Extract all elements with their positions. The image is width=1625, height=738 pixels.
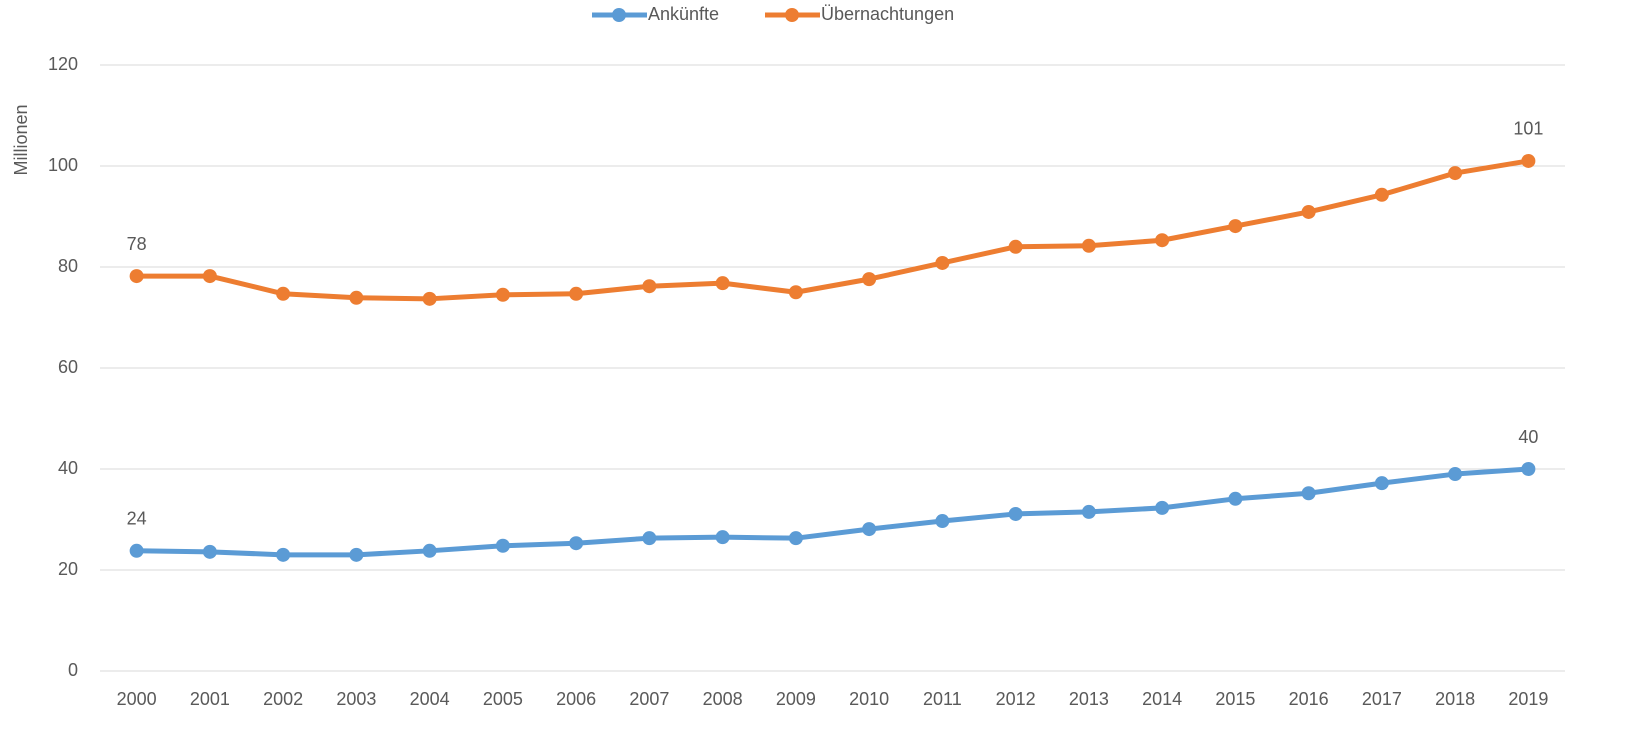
point — [715, 276, 730, 291]
point — [1081, 504, 1096, 519]
point — [1081, 238, 1096, 253]
point — [862, 272, 877, 287]
y-tick-label: 40 — [58, 458, 78, 478]
point — [1374, 187, 1389, 202]
x-tick-label: 2001 — [190, 689, 230, 709]
x-tick-label: 2019 — [1508, 689, 1548, 709]
x-tick-label: 2007 — [629, 689, 669, 709]
x-tick-label: 2013 — [1069, 689, 1109, 709]
y-axis-label: Millionen — [11, 104, 31, 175]
point — [129, 543, 144, 558]
point — [1301, 486, 1316, 501]
point — [1155, 233, 1170, 248]
x-tick-label: 2017 — [1362, 689, 1402, 709]
point — [1008, 239, 1023, 254]
point — [1008, 506, 1023, 521]
legend-label: Ankünfte — [648, 4, 719, 24]
x-tick-label: 2010 — [849, 689, 889, 709]
point — [862, 522, 877, 537]
series-line — [136, 466, 1529, 558]
point — [569, 536, 584, 551]
legend-marker — [785, 8, 799, 22]
x-tick-label: 2005 — [483, 689, 523, 709]
point — [276, 286, 291, 301]
x-tick-label: 2006 — [556, 689, 596, 709]
legend-label: Übernachtungen — [821, 4, 954, 24]
point — [788, 531, 803, 546]
y-tick-label: 60 — [58, 357, 78, 377]
x-tick-label: 2002 — [263, 689, 303, 709]
point — [1521, 462, 1536, 476]
point — [422, 291, 437, 306]
point — [642, 531, 657, 546]
y-tick-label: 20 — [58, 559, 78, 579]
x-tick-label: 2012 — [996, 689, 1036, 709]
point — [642, 279, 657, 294]
x-tick-label: 2015 — [1215, 689, 1255, 709]
point — [422, 543, 437, 558]
data-label: 40 — [1518, 427, 1538, 447]
data-label: 24 — [127, 509, 147, 529]
x-tick-label: 2003 — [336, 689, 376, 709]
point — [1301, 204, 1316, 219]
point — [1228, 219, 1243, 234]
y-tick-label: 100 — [48, 155, 78, 175]
series-line — [136, 158, 1529, 302]
legend-marker — [612, 8, 626, 22]
point — [1521, 153, 1536, 168]
point — [1374, 476, 1389, 491]
x-tick-label: 2004 — [410, 689, 450, 709]
data-label: 101 — [1513, 119, 1543, 139]
x-tick-label: 2011 — [923, 689, 962, 709]
point — [276, 547, 291, 562]
x-tick-label: 2018 — [1435, 689, 1475, 709]
point — [1155, 500, 1170, 515]
point — [202, 269, 217, 284]
point — [569, 286, 584, 301]
point — [202, 544, 217, 559]
point — [788, 285, 803, 300]
point — [1448, 467, 1463, 482]
point — [1228, 491, 1243, 506]
point — [935, 255, 950, 270]
x-tick-label: 2009 — [776, 689, 816, 709]
point — [1448, 166, 1463, 181]
x-tick-label: 2008 — [703, 689, 743, 709]
y-tick-label: 80 — [58, 256, 78, 276]
point — [495, 538, 510, 553]
point — [715, 530, 730, 545]
point — [349, 547, 364, 562]
x-tick-label: 2000 — [117, 689, 157, 709]
point — [129, 269, 144, 284]
point — [935, 514, 950, 529]
y-tick-label: 120 — [48, 54, 78, 74]
point — [495, 287, 510, 302]
x-tick-label: 2016 — [1289, 689, 1329, 709]
x-tick-label: 2014 — [1142, 689, 1182, 709]
y-tick-label: 0 — [68, 660, 78, 680]
point — [349, 290, 364, 305]
data-label: 78 — [127, 234, 147, 254]
